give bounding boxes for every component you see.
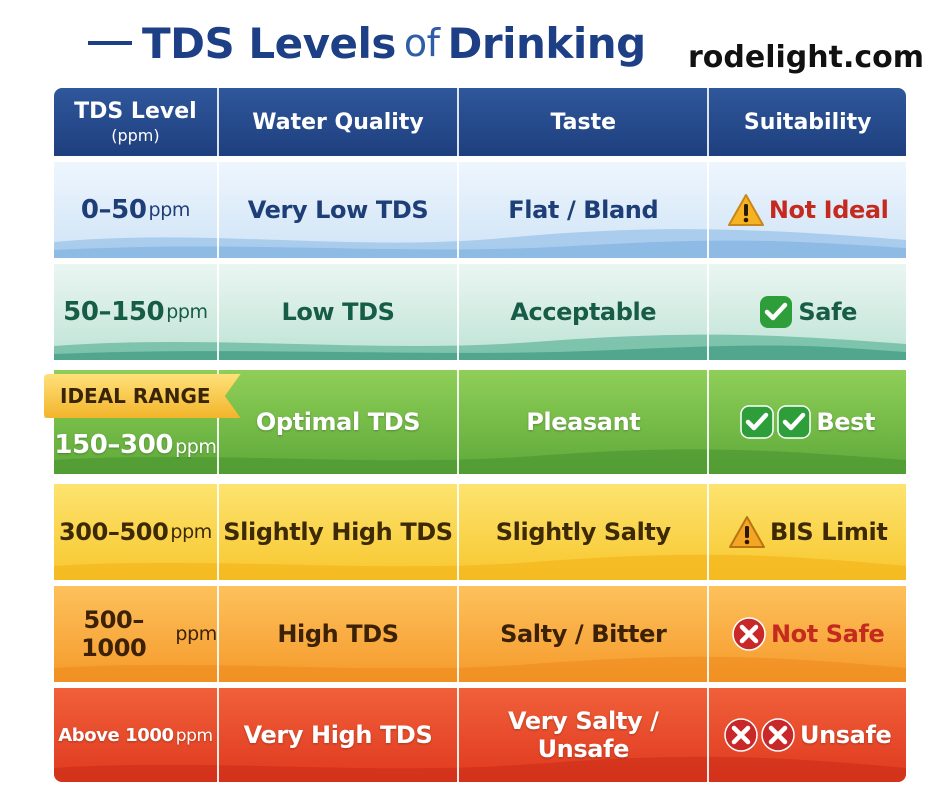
title-main: TDS Levels: [142, 18, 396, 68]
header-tds-level-unit: (ppm): [111, 126, 160, 145]
tds-range: Above 1000: [58, 724, 174, 746]
tds-range: 300–500: [59, 518, 169, 546]
suitability-cell: BIS Limit: [709, 484, 906, 580]
suitability-label: Unsafe: [800, 721, 892, 749]
header-tds-level-label: TDS Level: [74, 99, 197, 124]
tds-range: 150–300: [54, 430, 174, 460]
table-row: 0–50 ppm Very Low TDS Flat / Bland Not Id…: [54, 162, 906, 258]
table-row: 500–1000 ppm High TDS Salty / Bitter Not …: [54, 586, 906, 682]
table-row: 50–150 ppm Low TDS Acceptable Safe: [54, 264, 906, 360]
suitability-label: Not Safe: [770, 620, 885, 648]
water-quality-cell: Very Low TDS: [219, 162, 460, 258]
water-quality-cell: High TDS: [219, 586, 460, 682]
table-header: TDS Level (ppm) Water Quality Taste Suit…: [54, 88, 906, 156]
suitability-label: Best: [816, 408, 876, 436]
tds-unit: ppm: [175, 436, 217, 458]
site-watermark: rodelight.com: [687, 40, 924, 75]
suitability-cell: Not Safe: [709, 586, 906, 682]
tds-unit: ppm: [170, 521, 212, 543]
water-quality-cell: Optimal TDS: [219, 370, 460, 474]
table-row-ideal: IDEAL RANGE 150–300 ppm Optimal TDS Pleas…: [44, 370, 906, 474]
tds-range: 0–50: [80, 195, 147, 225]
taste-line-1: Very Salty /: [508, 707, 659, 735]
water-quality-cell: Very High TDS: [219, 688, 460, 782]
taste-cell: Flat / Bland: [459, 162, 710, 258]
tds-range-cell: 0–50 ppm: [54, 162, 219, 258]
suitability-cell: Safe: [709, 264, 906, 360]
tds-unit: ppm: [166, 301, 208, 323]
page-title: TDS Levels of Drinking: [88, 10, 646, 76]
header-tds-level: TDS Level (ppm): [54, 88, 219, 156]
warning-icon: [727, 194, 764, 226]
tds-unit: ppm: [175, 623, 217, 645]
tds-range: 50–150: [63, 297, 165, 327]
taste-line-2: Unsafe: [537, 735, 630, 763]
tds-range-cell: Above 1000 ppm: [54, 688, 219, 782]
tds-range-cell: 300–500 ppm: [54, 484, 219, 580]
taste-cell: Very Salty / Unsafe: [459, 688, 710, 782]
suitability-label: Not Ideal: [768, 196, 889, 224]
double-x-icon: [724, 718, 795, 752]
suitability-cell: Best: [709, 370, 906, 474]
header-taste: Taste: [459, 88, 710, 156]
warning-icon: [728, 516, 765, 548]
taste-cell: Slightly Salty: [459, 484, 710, 580]
check-icon: [760, 296, 793, 328]
title-end: Drinking: [447, 18, 647, 68]
water-quality-cell: Slightly High TDS: [219, 484, 460, 580]
title-dash: [88, 41, 132, 45]
suitability-label: BIS Limit: [769, 518, 888, 546]
water-quality-cell: Low TDS: [219, 264, 460, 360]
table-row: Above 1000 ppm Very High TDS Very Salty /…: [54, 688, 906, 782]
tds-range-cell: 500–1000 ppm: [54, 586, 219, 682]
suitability-label: Safe: [798, 298, 857, 326]
suitability-cell: Unsafe: [709, 688, 906, 782]
ideal-range-ribbon: IDEAL RANGE: [44, 374, 241, 418]
taste-cell: Acceptable: [459, 264, 710, 360]
header-water-quality: Water Quality: [219, 88, 460, 156]
taste-cell: Salty / Bitter: [459, 586, 710, 682]
x-icon: [732, 617, 766, 651]
tds-unit: ppm: [175, 725, 213, 746]
tds-table: TDS Level (ppm) Water Quality Taste Suit…: [44, 88, 906, 782]
header-suitability: Suitability: [743, 109, 872, 135]
double-check-icon: [740, 405, 812, 439]
taste-cell: Pleasant: [459, 370, 710, 474]
tds-range: 500–1000: [81, 606, 147, 662]
suitability-cell: Not Ideal: [709, 162, 906, 258]
tds-unit: ppm: [148, 199, 191, 221]
title-of: of: [403, 21, 440, 65]
tds-range-cell: 50–150 ppm: [54, 264, 219, 360]
table-row: 300–500 ppm Slightly High TDS Slightly Sa…: [54, 484, 906, 580]
